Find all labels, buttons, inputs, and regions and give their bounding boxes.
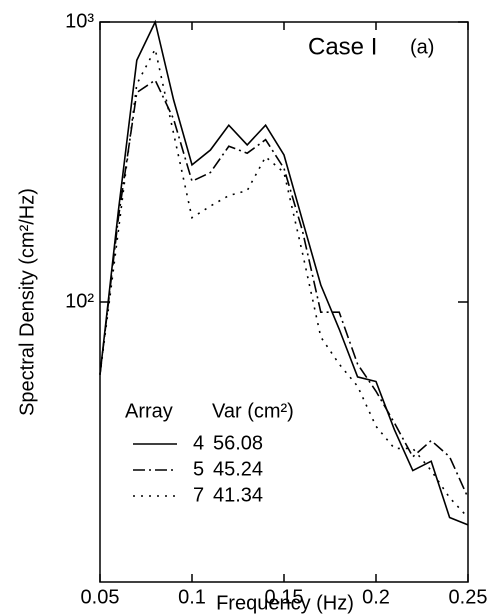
legend-label: 4 (193, 432, 204, 454)
x-axis-label: Frequency (Hz) (216, 592, 354, 614)
series-line (99, 19, 469, 526)
x-tick-label: 0.25 (449, 586, 488, 608)
annotation: (a) (410, 36, 434, 58)
x-tick-label: 0.2 (362, 586, 390, 608)
legend-value: 56.08 (213, 432, 263, 454)
x-tick-label: 0.15 (265, 586, 304, 608)
plot-frame (99, 21, 469, 583)
series-line (99, 46, 469, 519)
x-tick-label: 0.1 (178, 586, 206, 608)
legend-value: 41.34 (213, 484, 263, 506)
y-tick-label: 10³ (65, 10, 94, 32)
legend-value: 45.24 (213, 458, 263, 480)
legend-label: 5 (193, 458, 204, 480)
y-tick-label: 10² (65, 290, 94, 312)
legend-title: Var (cm²) (212, 400, 294, 422)
legend-title: Array (125, 400, 173, 422)
legend-label: 7 (193, 484, 204, 506)
y-axis-label: Spectral Density (cm²/Hz) (16, 188, 38, 416)
x-tick-label: 0.05 (81, 586, 120, 608)
annotation: Case I (308, 33, 377, 60)
series-line (99, 78, 469, 499)
